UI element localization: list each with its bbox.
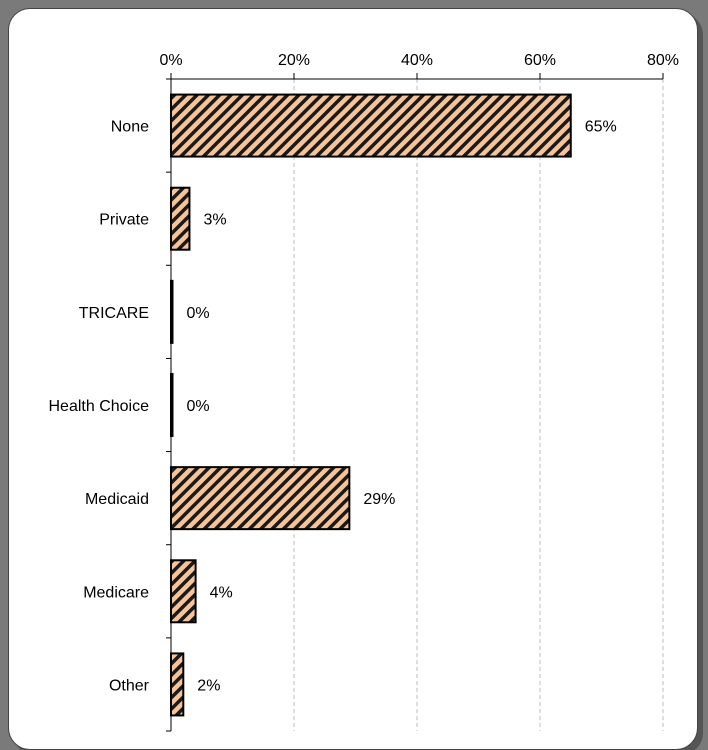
x-tick-label: 0% [159,52,182,69]
labels: 0% 20% 40% 60% 80% None 65% Private 3% TRICARE 0% H… [49,52,680,694]
category-label: TRICARE [79,305,149,322]
value-label: 4% [210,584,233,601]
x-tick-label: 80% [647,52,679,69]
bar-private [170,186,191,251]
value-label: 65% [585,119,617,136]
bar-none [170,93,572,158]
chart-frame: 0% 20% 40% 60% 80% None 65% Private 3% TRICARE 0% H… [8,8,698,750]
value-label: 0% [187,305,210,322]
gridlines [293,79,664,731]
category-label: Health Choice [49,398,150,415]
category-label: Medicaid [85,491,149,508]
bars [170,93,572,717]
bar-chart: 0% 20% 40% 60% 80% None 65% Private 3% TRICARE 0% H… [49,52,680,732]
x-tick-label: 60% [524,52,556,69]
value-label: 0% [187,398,210,415]
bar-medicare [170,559,197,624]
value-label: 29% [363,491,395,508]
x-tick-label: 40% [401,52,433,69]
value-label: 3% [203,212,226,229]
axes [166,73,664,732]
value-label: 2% [197,677,220,694]
bar-other [170,652,185,717]
category-label: None [111,119,149,136]
bar-medicaid [170,466,351,531]
category-label: Private [99,212,149,229]
category-label: Other [109,677,150,694]
category-label: Medicare [83,584,149,601]
x-tick-label: 20% [278,52,310,69]
